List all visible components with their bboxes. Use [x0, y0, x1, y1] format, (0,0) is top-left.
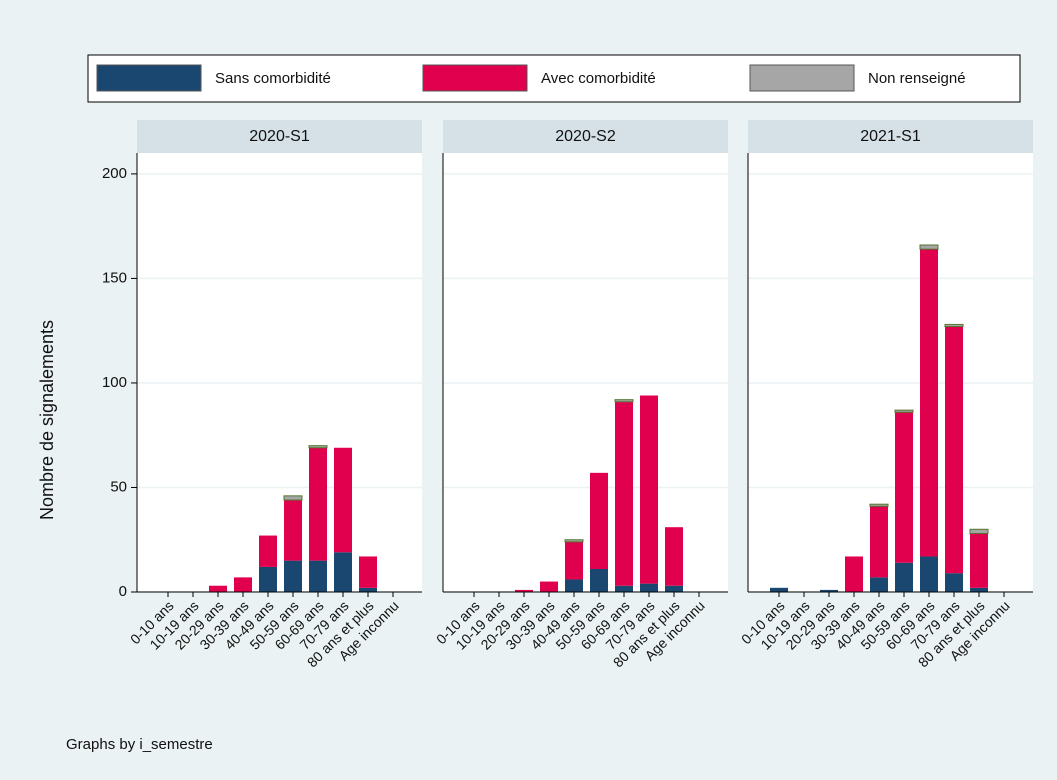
bar-segment [615, 585, 633, 592]
bar-segment [845, 556, 863, 592]
bar-segment [359, 587, 377, 592]
bar-segment [590, 569, 608, 592]
bar-segment [334, 447, 352, 553]
bar-segment [283, 495, 303, 501]
bar-segment [945, 573, 963, 592]
bar-segment [894, 409, 914, 413]
bar-segment [820, 589, 838, 592]
y-tick-label: 200 [102, 165, 127, 182]
bar-segment [565, 541, 583, 580]
legend-label: Sans comorbidité [215, 70, 331, 87]
bar-segment [565, 579, 583, 592]
bar-segment [869, 503, 889, 507]
bar-segment [970, 533, 988, 588]
bar-segment [540, 581, 558, 592]
bar-segment [359, 556, 377, 588]
facet-header [137, 120, 422, 153]
plot-area [137, 153, 422, 592]
legend-label: Avec comorbidité [541, 70, 656, 87]
bar-segment [284, 500, 302, 561]
bar-segment [515, 589, 533, 592]
legend-swatch [422, 64, 528, 92]
bar-segment [234, 577, 252, 592]
bar-segment [870, 506, 888, 578]
bar-segment [640, 583, 658, 592]
bar-segment [259, 566, 277, 592]
bar-segment [919, 244, 939, 250]
bar-segment [640, 395, 658, 584]
note: Graphs by i_semestre [66, 736, 213, 753]
bar-segment [564, 539, 584, 543]
bar-segment [895, 412, 913, 563]
bar-segment [615, 401, 633, 586]
facet-title: 2020-S2 [555, 128, 616, 145]
bar-segment [590, 472, 608, 570]
legend-label: Non renseigné [868, 70, 966, 87]
facet-title: 2021-S1 [860, 128, 921, 145]
facet-header [443, 120, 728, 153]
bar-segment [770, 587, 788, 592]
bar-segment [920, 556, 938, 592]
y-tick-label: 100 [102, 374, 127, 391]
bar-segment [309, 560, 327, 592]
y-axis-label: Nombre de signalements [37, 320, 57, 520]
bar-segment [945, 326, 963, 574]
y-tick-label: 0 [119, 583, 127, 600]
bar-segment [308, 445, 328, 449]
legend-swatch [749, 64, 855, 92]
bar-segment [665, 585, 683, 592]
y-tick-label: 150 [102, 269, 127, 286]
bar-segment [944, 323, 964, 328]
plot-area [748, 153, 1033, 592]
y-tick-label: 50 [110, 478, 127, 495]
bar-segment [920, 249, 938, 557]
bar-segment [614, 399, 634, 403]
bar-segment [309, 447, 327, 561]
bar-segment [284, 560, 302, 592]
bar-segment [334, 552, 352, 592]
plot-area [443, 153, 728, 592]
legend-box [87, 54, 1021, 103]
facet-header [748, 120, 1033, 153]
bar-segment [870, 577, 888, 592]
facet-title: 2020-S1 [249, 128, 310, 145]
bar-segment [895, 562, 913, 592]
bar-segment [209, 585, 227, 592]
bar-segment [665, 527, 683, 586]
bar-segment [969, 528, 989, 534]
bar-segment [970, 587, 988, 592]
bar-segment [259, 535, 277, 567]
legend-swatch [96, 64, 202, 92]
